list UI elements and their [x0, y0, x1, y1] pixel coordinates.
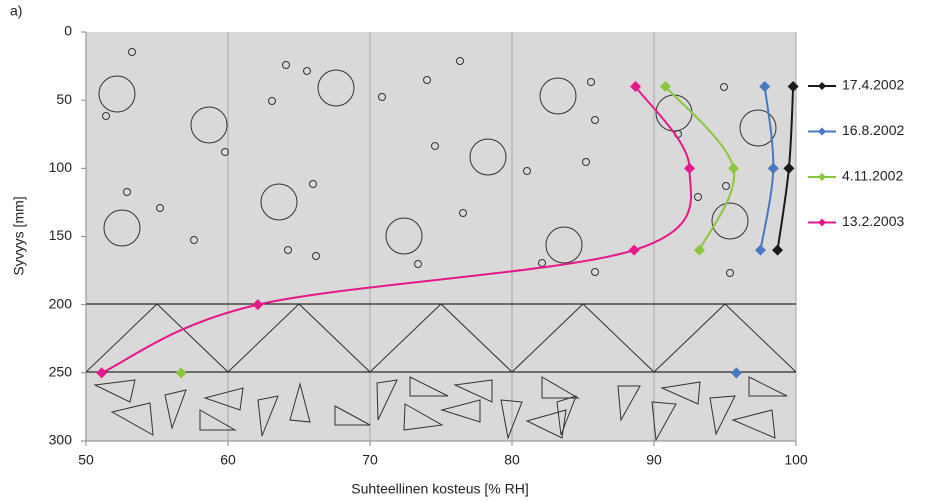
- legend-marker: [818, 219, 826, 227]
- legend-label: 4.11.2002: [842, 168, 903, 184]
- y-tick-label: 200: [49, 295, 73, 311]
- legend-marker: [818, 128, 826, 136]
- y-axis-label: Syvyys [mm]: [11, 196, 27, 275]
- chart: a) Suhteellinen kosteus [% RH] Syvyys [m…: [0, 0, 929, 502]
- y-tick-label: 100: [49, 159, 73, 175]
- x-tick-label: 70: [362, 452, 378, 468]
- x-axis-label: Suhteellinen kosteus [% RH]: [351, 481, 528, 497]
- panel-label: a): [10, 3, 22, 19]
- y-tick-label: 150: [49, 227, 73, 243]
- legend-label: 16.8.2002: [842, 122, 904, 138]
- legend-marker: [818, 173, 826, 181]
- legend-label: 17.4.2002: [842, 77, 904, 93]
- y-tick-label: 50: [56, 91, 72, 107]
- y-tick-label: 300: [49, 432, 73, 448]
- y-tick-label: 0: [64, 23, 72, 39]
- x-tick-label: 90: [646, 452, 662, 468]
- x-tick-label: 50: [78, 452, 94, 468]
- legend-label: 13.2.2003: [842, 213, 904, 229]
- y-tick-label: 250: [49, 364, 73, 380]
- x-tick-label: 60: [220, 452, 236, 468]
- x-tick-label: 100: [784, 452, 808, 468]
- x-tick-label: 80: [504, 452, 520, 468]
- legend-marker: [818, 82, 826, 90]
